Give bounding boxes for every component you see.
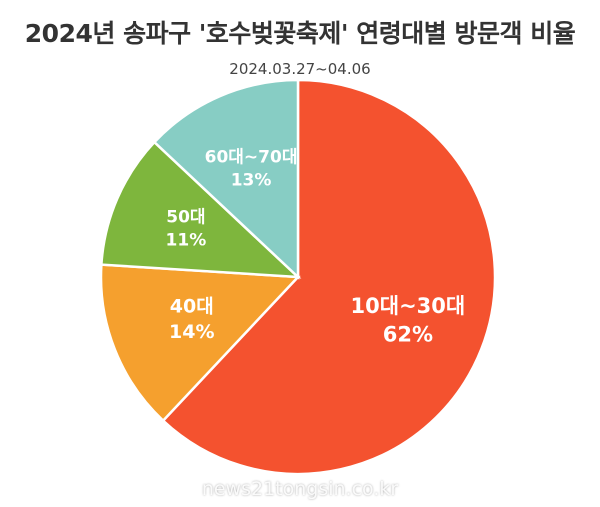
pie-slice (99, 263, 301, 423)
chart-subtitle: 2024.03.27~04.06 (229, 60, 371, 78)
slice-value-label: 11% (166, 230, 207, 250)
pie-slice (152, 78, 300, 280)
slice-category-label: 10대~30대 (351, 294, 466, 318)
slice-value-label: 62% (383, 323, 433, 347)
pie-slice (100, 140, 302, 279)
slice-category-label: 60대~70대 (205, 148, 298, 168)
slice-category-label: 40대 (170, 295, 214, 317)
slice-value-label: 14% (169, 321, 214, 343)
chart-title: 2024년 송파구 '호수벚꽃축제' 연령대별 방문객 비율 (24, 19, 576, 48)
slice-category-label: 50대 (166, 208, 205, 228)
watermark: news21tongsin.co.kr (201, 478, 399, 500)
slice-value-label: 13% (231, 171, 272, 191)
pie-slice (161, 78, 497, 476)
